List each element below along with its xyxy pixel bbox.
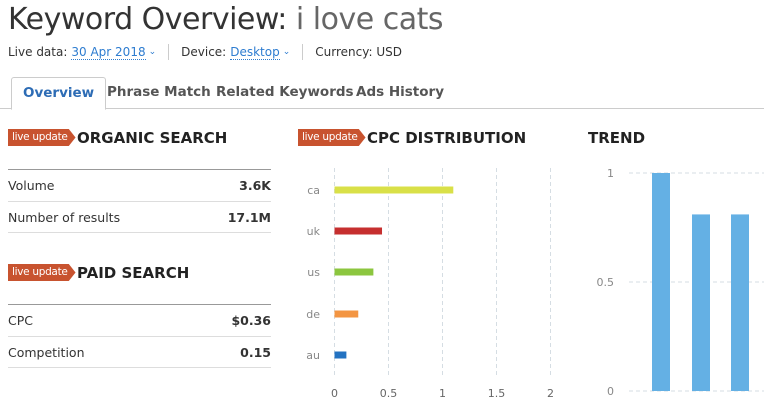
live-data-label: Live data: bbox=[8, 45, 68, 59]
x-tick-label: 2 bbox=[547, 387, 554, 400]
category-label: uk bbox=[307, 225, 321, 238]
row-label: Volume bbox=[8, 178, 55, 193]
chevron-down-icon[interactable]: ⌄ bbox=[282, 47, 291, 57]
tab-related-keywords[interactable]: Related Keywords bbox=[216, 84, 354, 100]
keyword: i love cats bbox=[295, 2, 444, 37]
row-value: $0.36 bbox=[231, 313, 271, 328]
y-tick-label: 0.5 bbox=[597, 276, 615, 289]
table-row: Competition 0.15 bbox=[8, 336, 271, 368]
live-update-badge: live update bbox=[8, 129, 76, 146]
row-value: 3.6K bbox=[239, 178, 271, 193]
row-label: CPC bbox=[8, 313, 33, 328]
cpc-distribution-title: CPC DISTRIBUTION bbox=[367, 129, 527, 147]
x-tick-label: 0.5 bbox=[380, 387, 398, 400]
table-row: CPC $0.36 bbox=[8, 304, 271, 336]
tab-ads-history[interactable]: Ads History bbox=[356, 84, 444, 100]
y-tick-label: 0 bbox=[607, 385, 614, 398]
category-label: us bbox=[307, 266, 320, 279]
row-value: 17.1M bbox=[227, 209, 271, 225]
cpc-bar-us bbox=[334, 268, 374, 276]
row-value: 0.15 bbox=[240, 344, 271, 360]
trend-title: TREND bbox=[588, 129, 646, 147]
organic-table: Volume 3.6K Number of results 17.1M bbox=[8, 169, 271, 233]
paid-table: CPC $0.36 Competition 0.15 bbox=[8, 304, 271, 368]
tab-bar: Overview Phrase Match Related Keywords A… bbox=[0, 77, 764, 110]
tab-phrase-match[interactable]: Phrase Match bbox=[107, 84, 211, 100]
device-label: Device: bbox=[181, 45, 227, 59]
row-label: Competition bbox=[8, 344, 85, 360]
divider bbox=[302, 44, 304, 60]
x-tick-label: 1.5 bbox=[488, 387, 506, 400]
cpc-bar-au bbox=[334, 351, 347, 359]
title-prefix: Keyword Overview: bbox=[8, 2, 296, 37]
cpc-bar-de bbox=[334, 310, 359, 318]
trend-bar bbox=[731, 214, 749, 391]
table-row: Number of results 17.1M bbox=[8, 201, 271, 233]
category-label: ca bbox=[307, 184, 320, 197]
device-dropdown[interactable]: Desktop bbox=[230, 44, 280, 60]
trend-bar bbox=[652, 173, 670, 391]
page-title: Keyword Overview: i love cats bbox=[8, 2, 444, 37]
cpc-bar-uk bbox=[334, 227, 383, 235]
x-tick-label: 0 bbox=[331, 387, 338, 400]
filters-bar: Live data: 30 Apr 2018 ⌄ Device: Desktop ⌄… bbox=[8, 44, 402, 60]
table-row: Volume 3.6K bbox=[8, 169, 271, 201]
trend-bar bbox=[692, 214, 710, 391]
currency-label: Currency: USD bbox=[315, 45, 402, 59]
y-tick-label: 1 bbox=[607, 167, 614, 180]
chevron-down-icon[interactable]: ⌄ bbox=[148, 47, 157, 57]
cpc-bar-ca bbox=[334, 186, 454, 194]
live-update-badge: live update bbox=[8, 264, 76, 281]
paid-search-title: PAID SEARCH bbox=[77, 264, 190, 282]
category-label: au bbox=[306, 349, 320, 362]
row-label: Number of results bbox=[8, 209, 121, 225]
x-tick-label: 1 bbox=[439, 387, 446, 400]
organic-search-title: ORGANIC SEARCH bbox=[77, 129, 228, 147]
divider bbox=[168, 44, 170, 60]
category-label: de bbox=[306, 308, 320, 321]
tab-overview[interactable]: Overview bbox=[11, 77, 107, 110]
live-update-badge: live update bbox=[298, 129, 366, 146]
date-dropdown[interactable]: 30 Apr 2018 bbox=[71, 44, 146, 60]
